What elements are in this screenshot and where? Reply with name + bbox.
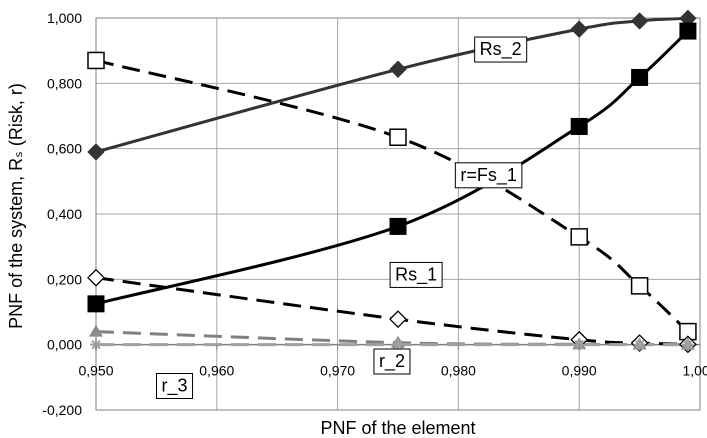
data-point-series-4 bbox=[679, 22, 697, 40]
callout-label: Rs_2 bbox=[480, 39, 522, 60]
callout-box bbox=[474, 36, 528, 63]
x-tick-label: 0,960 bbox=[199, 363, 234, 379]
y-tick-label: 1,000 bbox=[47, 10, 82, 26]
y-tick-label: 0,400 bbox=[47, 206, 82, 222]
callout-r-2: r_2 bbox=[373, 348, 411, 375]
y-tick-label: 0,200 bbox=[47, 271, 82, 287]
y-axis-title: PNF of the system, Rₛ (Risk, r) bbox=[6, 83, 26, 329]
callout-box bbox=[454, 162, 523, 189]
data-point-r-3 bbox=[633, 338, 646, 351]
data-point-r-3 bbox=[392, 338, 404, 351]
x-axis-title: PNF of the element bbox=[320, 418, 475, 438]
series-line-r-2 bbox=[95, 330, 688, 347]
x-tick-label: 0,970 bbox=[320, 363, 355, 379]
data-point-series-4 bbox=[570, 117, 588, 135]
data-point-rs-1 bbox=[87, 268, 105, 287]
data-point-rs-2 bbox=[630, 12, 649, 30]
data-point-rs-2 bbox=[87, 143, 105, 161]
data-point-r-fs-1 bbox=[630, 277, 649, 295]
y-tick-label: 0,800 bbox=[47, 75, 82, 91]
callout-rs-1: Rs_1 bbox=[389, 261, 443, 288]
callout-label: r=Fs_1 bbox=[460, 165, 517, 186]
data-point-series-4 bbox=[87, 295, 105, 313]
callout-label: r_2 bbox=[379, 351, 405, 372]
series-callouts: Rs_2 r=Fs_1 Rs_1 r_2 r_3 bbox=[156, 36, 528, 399]
x-tick-label: 0,950 bbox=[78, 363, 113, 379]
y-tick-label: 0,600 bbox=[47, 141, 82, 157]
callout-r-3: r_3 bbox=[156, 373, 194, 399]
data-point-r-fs-1 bbox=[570, 228, 588, 246]
data-point-r-3 bbox=[681, 338, 694, 351]
callout-label: Rs_1 bbox=[395, 264, 437, 285]
x-tick-label: 0,980 bbox=[441, 363, 476, 379]
callout-rs-2: Rs_2 bbox=[474, 36, 528, 63]
callout-label: r_3 bbox=[162, 376, 188, 397]
data-point-r-fs-1 bbox=[87, 51, 105, 70]
data-point-rs-2 bbox=[389, 60, 407, 78]
x-tick-label: 1,000 bbox=[682, 363, 707, 379]
data-point-series-4 bbox=[389, 217, 407, 235]
callout-box bbox=[389, 261, 443, 288]
data-point-series-4 bbox=[631, 68, 649, 86]
x-tick-label: 0,990 bbox=[562, 363, 597, 379]
x-tick-labels: 0,950 0,960 0,970 0,980 0,990 1,000 bbox=[78, 344, 707, 379]
y-tick-labels: -0,200 0,000 0,200 0,400 0,600 0,800 1,000 bbox=[42, 10, 82, 418]
plot-area-border bbox=[95, 17, 701, 411]
data-point-rs-2 bbox=[570, 20, 588, 38]
y-tick-label: -0,200 bbox=[42, 402, 82, 418]
series-markers bbox=[87, 9, 697, 354]
data-point-rs-1 bbox=[389, 310, 407, 329]
y-tick-label: 0,000 bbox=[47, 337, 82, 353]
data-point-r-fs-1 bbox=[389, 128, 407, 146]
callout-r-fs-1: r=Fs_1 bbox=[454, 162, 523, 189]
callout-box bbox=[373, 348, 411, 375]
callout-box bbox=[156, 373, 194, 399]
data-point-r-2 bbox=[89, 324, 103, 337]
